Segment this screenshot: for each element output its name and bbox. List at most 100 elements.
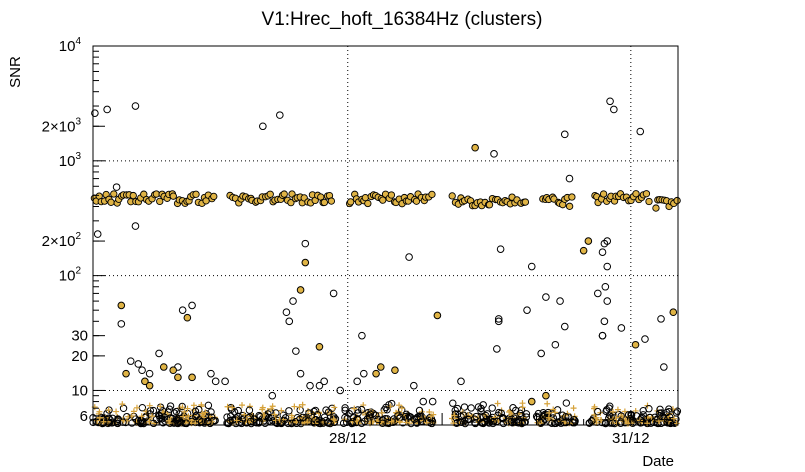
open-point [494,315,503,323]
baseline-point [146,410,154,418]
open-point [145,369,154,378]
baseline-point [658,413,666,421]
open-point [282,308,291,317]
baseline-point [245,406,254,414]
baseline-point [255,419,263,427]
baseline-plus-marker [591,403,598,410]
baseline-point [585,419,594,427]
open-point [410,381,418,390]
open-point [657,315,665,323]
baseline-point [499,419,508,428]
open-point [359,369,368,378]
baseline-point [562,399,571,407]
y-tick-label: 2×103 [42,116,82,135]
baseline-plus-marker [157,403,164,410]
open-point [138,366,146,375]
open-point [93,230,102,238]
y-tick-exponent: 2 [75,266,81,277]
open-point [178,306,187,314]
plateau-point [412,197,421,205]
baseline-point [191,407,200,415]
open-point [268,391,277,400]
baseline-plus-marker [570,405,577,412]
open-point [296,369,305,378]
baseline-plus-marker [289,414,296,421]
plateau-point [347,198,355,206]
baseline-point [280,416,288,424]
baseline-point [460,403,469,411]
baseline-point [305,409,313,417]
baseline-point [607,413,615,421]
baseline-point [497,409,505,417]
open-point [306,381,314,390]
baseline-point [287,419,296,428]
plot-frame [92,45,679,426]
y-tick-label: 2×102 [42,231,82,250]
baseline-plus-marker [403,419,410,426]
open-point [315,381,324,390]
baseline-plus-marker [299,401,306,408]
filled-point [188,373,196,382]
plateau-point [287,199,295,207]
baseline-plus-marker [291,403,298,410]
filled-point [159,363,168,371]
baseline-point [672,409,681,417]
filled-point [584,237,593,245]
baseline-point [605,411,614,419]
filled-point [169,366,178,375]
baseline-plus-marker [229,404,236,411]
filled-point [372,369,380,378]
baseline-plus-marker [246,403,253,410]
baseline-point [449,399,457,407]
open-point [494,317,503,326]
open-point [353,377,361,386]
baseline-point [479,401,487,409]
baseline-point [357,419,366,428]
baseline-plus-marker [396,418,403,425]
baseline-plus-marker [396,402,403,409]
baseline-point [192,412,200,420]
baseline-point [522,410,531,418]
baseline-plus-marker [199,410,206,417]
plateau-cluster-band [90,190,681,212]
baseline-point [548,419,556,427]
baseline-point [493,417,501,425]
baseline-plus-marker [426,409,433,416]
plateau-point [568,193,576,201]
baseline-point [656,405,664,414]
baseline-point [166,402,175,410]
baseline-point [204,401,213,410]
baseline-point [272,409,280,417]
baseline-point [486,415,495,423]
plateau-point [448,192,456,200]
open-point [112,183,121,191]
plateau-point [485,201,494,209]
open-point [91,109,99,117]
open-point [542,293,550,301]
open-point [600,317,609,326]
open-point [117,320,126,328]
baseline-point [537,418,545,427]
baseline-plus-marker [180,413,187,420]
baseline-plus-marker [259,404,266,411]
baseline-point [452,413,460,422]
baseline-plus-marker [671,415,678,422]
baseline-plus-marker [451,412,458,419]
baseline-plus-marker [119,401,126,408]
baseline-plus-marker [296,404,303,411]
plateau-point [169,192,177,200]
open-point [560,130,569,139]
open-point [329,289,338,298]
open-point [645,413,654,422]
open-point [496,245,505,253]
filled-point [631,340,640,349]
filled-point [174,373,182,382]
baseline-plus-marker [181,408,188,415]
baseline-plus-marker [105,406,112,413]
baseline-point [227,412,235,420]
baseline-point [472,412,480,421]
open-point [556,297,564,305]
plateau-point [320,198,329,207]
baseline-point [341,404,349,412]
y-tick-label: 10 [71,382,88,399]
